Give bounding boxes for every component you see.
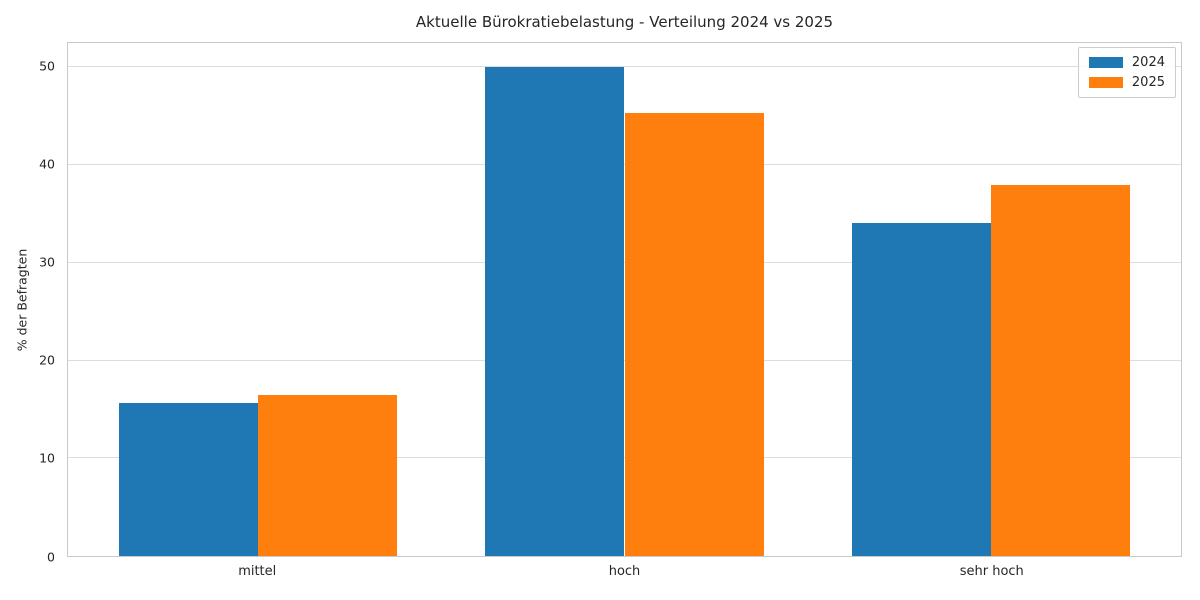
y-tick-label-20: 20 [39, 352, 55, 368]
bar-2025-mittel [257, 394, 398, 556]
y-tick-label-10: 10 [39, 450, 55, 466]
y-tick-label-0: 0 [47, 548, 55, 564]
x-tick-label-hoch: hoch [608, 564, 641, 579]
legend-swatch-2024 [1088, 57, 1123, 68]
bar-2024-sehr-hoch [851, 222, 992, 556]
bar-2024-hoch [485, 67, 625, 556]
chart-title: Aktuelle Bürokratiebelastung - Verteilun… [415, 13, 834, 31]
bar-2024-mittel [118, 402, 258, 556]
legend: 2024 2025 [1077, 47, 1176, 98]
y-tick-label-40: 40 [39, 156, 55, 172]
legend-label-2025: 2025 [1131, 75, 1165, 90]
x-tick-label-sehr-hoch: sehr hoch [959, 564, 1024, 579]
legend-swatch-2025 [1088, 77, 1123, 88]
x-tick-label-mittel: mittel [238, 564, 277, 579]
gridline-y-50 [68, 66, 1181, 68]
plot-area: 2024 2025 [67, 42, 1182, 557]
x-tick-labels: mittel hoch sehr hoch [67, 564, 1182, 586]
bar-2025-sehr-hoch [991, 184, 1131, 556]
y-tick-label-50: 50 [39, 58, 55, 74]
y-tick-labels: 0 10 20 30 40 50 [0, 42, 55, 562]
legend-item-2025: 2025 [1088, 75, 1165, 90]
y-tick-label-30: 30 [39, 254, 55, 270]
legend-item-2024: 2024 [1088, 55, 1165, 70]
legend-label-2024: 2024 [1131, 55, 1165, 70]
bar-2025-hoch [624, 113, 764, 556]
